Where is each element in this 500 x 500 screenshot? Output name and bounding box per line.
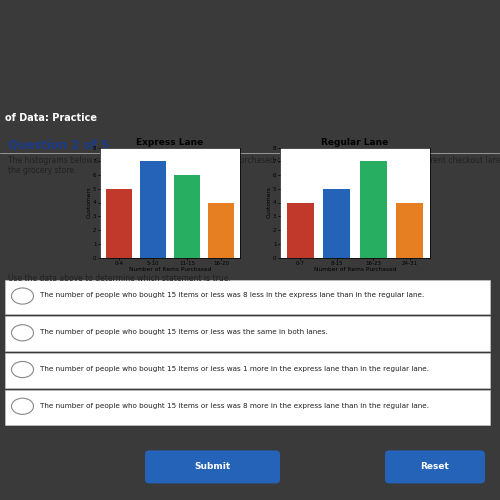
Circle shape xyxy=(12,288,34,304)
Text: the grocery store.: the grocery store. xyxy=(8,166,76,174)
Text: of Data: Practice: of Data: Practice xyxy=(5,113,97,123)
Circle shape xyxy=(12,324,34,341)
FancyBboxPatch shape xyxy=(5,353,490,388)
Bar xyxy=(287,202,314,258)
Text: The number of people who bought 15 items or less was 8 more in the express lane : The number of people who bought 15 items… xyxy=(40,402,429,408)
Bar xyxy=(208,202,234,258)
Bar xyxy=(174,175,200,258)
Text: Question 2 of 5: Question 2 of 5 xyxy=(8,138,109,151)
X-axis label: Number of Items Purchased: Number of Items Purchased xyxy=(129,268,211,272)
Text: The number of people who bought 15 items or less was 1 more in the express lane : The number of people who bought 15 items… xyxy=(40,366,429,372)
Bar xyxy=(140,161,166,258)
X-axis label: Number of Items Purchased: Number of Items Purchased xyxy=(314,268,396,272)
FancyBboxPatch shape xyxy=(5,390,490,424)
Bar xyxy=(396,202,423,258)
Text: The number of people who bought 15 items or less was the same in both lanes.: The number of people who bought 15 items… xyxy=(40,329,328,335)
Bar xyxy=(106,188,132,258)
Text: Use the data above to determine which statement is true.: Use the data above to determine which st… xyxy=(8,274,230,283)
FancyBboxPatch shape xyxy=(5,280,490,314)
FancyBboxPatch shape xyxy=(385,450,485,484)
Text: Submit: Submit xyxy=(194,462,230,470)
Y-axis label: Customers: Customers xyxy=(86,186,92,218)
Bar xyxy=(323,188,350,258)
Circle shape xyxy=(12,362,34,378)
Bar xyxy=(360,161,387,258)
Circle shape xyxy=(12,398,34,414)
Text: The histograms below show the number of customers who purchased different quanti: The histograms below show the number of … xyxy=(8,156,500,166)
FancyBboxPatch shape xyxy=(5,316,490,351)
Y-axis label: Customers: Customers xyxy=(266,186,272,218)
Title: Regular Lane: Regular Lane xyxy=(322,138,388,146)
FancyBboxPatch shape xyxy=(145,450,280,484)
Text: The number of people who bought 15 items or less was 8 less in the express lane : The number of people who bought 15 items… xyxy=(40,292,424,298)
Title: Express Lane: Express Lane xyxy=(136,138,203,146)
Text: Reset: Reset xyxy=(420,462,450,470)
